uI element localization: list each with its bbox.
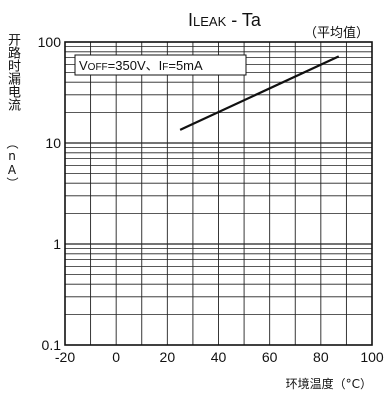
grid <box>65 42 372 345</box>
tick-labels: -20 0 20 40 60 80 100 0.1 1 10 100 <box>38 34 384 365</box>
annotation-v-sub: OFF <box>88 62 108 73</box>
y-tick-label: 100 <box>38 34 62 50</box>
x-tick-label: 40 <box>211 349 227 365</box>
x-tick-label: 80 <box>313 349 329 365</box>
annotation-i-sub: F <box>162 62 168 73</box>
annotation-text: VOFF=350V、IF=5mA <box>79 58 203 73</box>
x-tick-label: 60 <box>262 349 278 365</box>
series-group <box>179 55 340 131</box>
x-tick-label: -20 <box>55 349 75 365</box>
y-tick-label: 10 <box>45 135 61 151</box>
x-tick-label: 0 <box>112 349 120 365</box>
annotation-box <box>74 54 247 76</box>
y-axis-unit: （nA） <box>5 137 19 189</box>
y-axis-label: 开路时漏电流 <box>5 33 20 111</box>
x-tick-label: 100 <box>360 349 384 365</box>
y-tick-label: 0.1 <box>42 337 62 353</box>
annotation-v-rest: =350V、 <box>108 58 159 73</box>
annotation-v: V <box>79 58 88 73</box>
x-tick-label: 20 <box>160 349 176 365</box>
plot-frame <box>64 41 373 346</box>
title-rest: - Ta <box>226 10 262 30</box>
title-main: I <box>188 10 193 30</box>
series-line <box>179 55 340 131</box>
title-subscript: LEAK <box>193 14 227 29</box>
chart-subtitle: （平均值） <box>304 25 369 41</box>
annotation-i-rest: =5mA <box>168 58 203 73</box>
annotation-i: I <box>159 58 163 73</box>
chart-title: ILEAK - Ta <box>188 10 262 30</box>
x-axis-label: 环境温度（°C） <box>286 376 372 391</box>
y-tick-label: 1 <box>53 236 61 252</box>
